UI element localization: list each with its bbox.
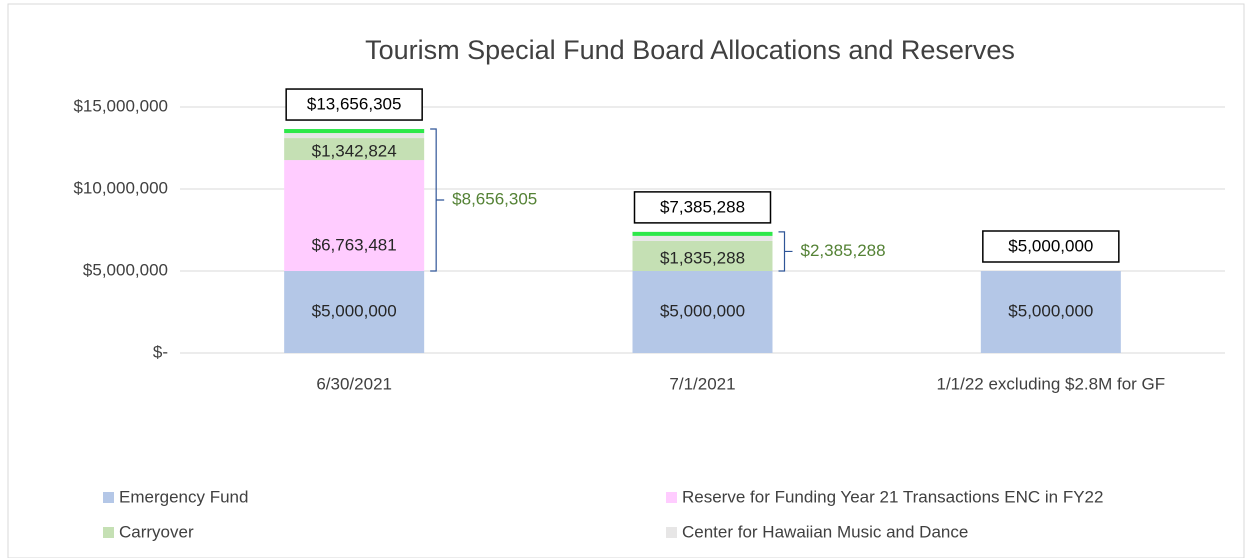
annotation: $2,385,288: [801, 241, 886, 260]
chart-title: Tourism Special Fund Board Allocations a…: [365, 35, 1015, 65]
legend-swatch: [666, 492, 677, 503]
bar-segment: [284, 138, 425, 161]
bar-segment: [632, 231, 773, 241]
total-box: [633, 191, 772, 224]
legend-label: Center for Hawaiian Music and Dance: [682, 522, 968, 541]
data-label: $1,835,288: [660, 248, 745, 267]
y-tick-label: $10,000,000: [73, 178, 168, 197]
bar-segment: [284, 129, 425, 139]
total-label: $13,656,305: [307, 95, 402, 114]
x-tick-label: 1/1/22 excluding $2.8M for GF: [936, 374, 1165, 393]
bar-segment: [632, 271, 773, 353]
data-label: $6,763,481: [312, 235, 397, 254]
data-label: $5,000,000: [312, 301, 397, 320]
legend-swatch: [103, 527, 114, 538]
bar-top-edge: [632, 231, 773, 236]
bar-top-edge: [284, 129, 425, 134]
brace: [430, 128, 445, 272]
legend-label: Carryover: [119, 522, 194, 541]
total-label: $5,000,000: [1008, 236, 1093, 255]
bar-segment: [284, 160, 425, 271]
bar-segment: [980, 271, 1121, 353]
y-tick-label: $15,000,000: [73, 96, 168, 115]
y-tick-label: $-: [153, 342, 168, 361]
x-tick-label: 7/1/2021: [669, 374, 735, 393]
bar-segment: [284, 271, 425, 353]
legend-label: Emergency Fund: [119, 487, 248, 506]
total-box: [285, 88, 423, 121]
legend-swatch: [103, 492, 114, 503]
legend-label: Reserve for Funding Year 21 Transactions…: [682, 487, 1103, 506]
total-box: [982, 230, 1120, 263]
bar-segment: [632, 240, 773, 271]
y-tick-label: $5,000,000: [83, 260, 168, 279]
annotation: $8,656,305: [452, 190, 537, 209]
legend-swatch: [666, 527, 677, 538]
brace: [778, 231, 793, 272]
x-tick-label: 6/30/2021: [316, 374, 392, 393]
data-label: $5,000,000: [1008, 301, 1093, 320]
data-label: $1,342,824: [312, 142, 397, 161]
data-label: $5,000,000: [660, 301, 745, 320]
total-label: $7,385,288: [660, 197, 745, 216]
